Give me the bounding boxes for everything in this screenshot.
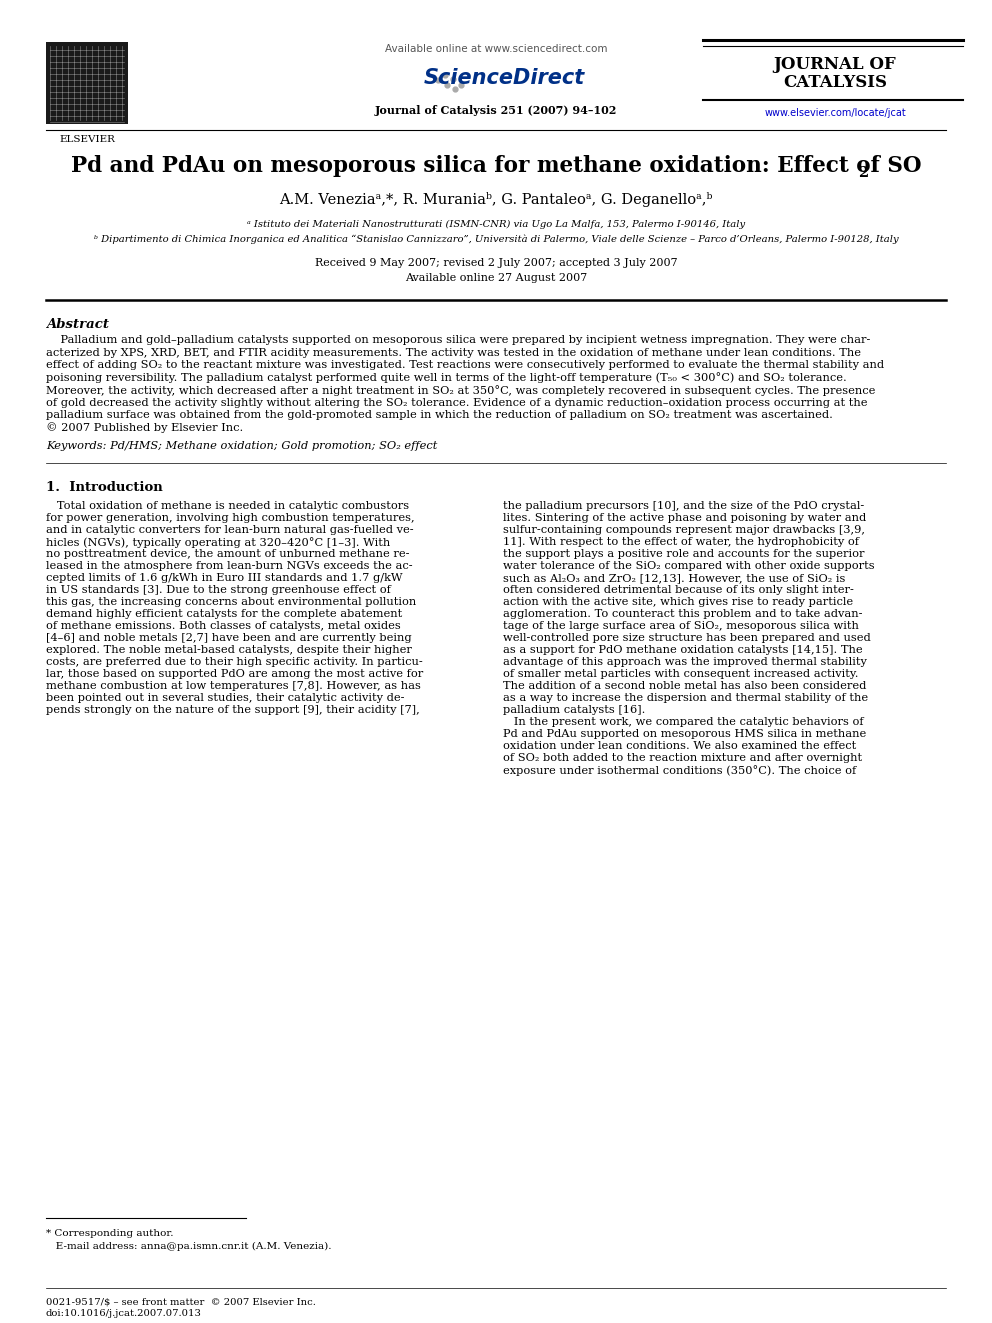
- Text: and in catalytic converters for lean-burn natural gas-fuelled ve-: and in catalytic converters for lean-bur…: [46, 525, 414, 534]
- Text: ᵇ Dipartimento di Chimica Inorganica ed Analitica “Stanislao Cannizzaro”, Univer: ᵇ Dipartimento di Chimica Inorganica ed …: [93, 234, 899, 243]
- Text: Received 9 May 2007; revised 2 July 2007; accepted 3 July 2007: Received 9 May 2007; revised 2 July 2007…: [314, 258, 678, 269]
- Text: tage of the large surface area of SiO₂, mesoporous silica with: tage of the large surface area of SiO₂, …: [503, 620, 859, 631]
- Text: hicles (NGVs), typically operating at 320–420°C [1–3]. With: hicles (NGVs), typically operating at 32…: [46, 537, 390, 548]
- Text: demand highly efficient catalysts for the complete abatement: demand highly efficient catalysts for th…: [46, 609, 402, 619]
- Text: oxidation under lean conditions. We also examined the effect: oxidation under lean conditions. We also…: [503, 741, 856, 751]
- Text: lites. Sintering of the active phase and poisoning by water and: lites. Sintering of the active phase and…: [503, 513, 866, 523]
- Text: 0021-9517/$ – see front matter  © 2007 Elsevier Inc.: 0021-9517/$ – see front matter © 2007 El…: [46, 1297, 315, 1306]
- Text: ᵃ Istituto dei Materiali Nanostrutturati (ISMN-CNR) via Ugo La Malfa, 153, Paler: ᵃ Istituto dei Materiali Nanostrutturati…: [247, 220, 745, 229]
- Text: of gold decreased the activity slightly without altering the SO₂ tolerance. Evid: of gold decreased the activity slightly …: [46, 397, 867, 407]
- Text: in US standards [3]. Due to the strong greenhouse effect of: in US standards [3]. Due to the strong g…: [46, 585, 391, 595]
- Text: Moreover, the activity, which decreased after a night treatment in SO₂ at 350°C,: Moreover, the activity, which decreased …: [46, 385, 875, 396]
- Text: doi:10.1016/j.jcat.2007.07.013: doi:10.1016/j.jcat.2007.07.013: [46, 1308, 202, 1318]
- Text: the palladium precursors [10], and the size of the PdO crystal-: the palladium precursors [10], and the s…: [503, 501, 864, 511]
- Text: Pd and PdAu on mesoporous silica for methane oxidation: Effect of SO: Pd and PdAu on mesoporous silica for met…: [70, 155, 922, 177]
- Text: advantage of this approach was the improved thermal stability: advantage of this approach was the impro…: [503, 658, 867, 667]
- Bar: [46, 42, 128, 124]
- Text: Keywords: Pd/HMS; Methane oxidation; Gold promotion; SO₂ effect: Keywords: Pd/HMS; Methane oxidation; Gol…: [46, 441, 437, 451]
- Text: as a way to increase the dispersion and thermal stability of the: as a way to increase the dispersion and …: [503, 693, 868, 703]
- Text: water tolerance of the SiO₂ compared with other oxide supports: water tolerance of the SiO₂ compared wit…: [503, 561, 875, 572]
- Text: Abstract: Abstract: [46, 318, 109, 331]
- Text: [4–6] and noble metals [2,7] have been and are currently being: [4–6] and noble metals [2,7] have been a…: [46, 632, 412, 643]
- Text: leased in the atmosphere from lean-burn NGVs exceeds the ac-: leased in the atmosphere from lean-burn …: [46, 561, 413, 572]
- Text: Available online at www.sciencedirect.com: Available online at www.sciencedirect.co…: [385, 44, 607, 54]
- Text: Available online 27 August 2007: Available online 27 August 2007: [405, 273, 587, 283]
- Text: the support plays a positive role and accounts for the superior: the support plays a positive role and ac…: [503, 549, 864, 560]
- Text: been pointed out in several studies, their catalytic activity de-: been pointed out in several studies, the…: [46, 693, 405, 703]
- Text: E-mail address: anna@pa.ismn.cnr.it (A.M. Venezia).: E-mail address: anna@pa.ismn.cnr.it (A.M…: [46, 1242, 331, 1252]
- Text: exposure under isothermal conditions (350°C). The choice of: exposure under isothermal conditions (35…: [503, 765, 856, 775]
- Text: 11]. With respect to the effect of water, the hydrophobicity of: 11]. With respect to the effect of water…: [503, 537, 859, 546]
- Text: action with the active site, which gives rise to ready particle: action with the active site, which gives…: [503, 597, 853, 607]
- Text: such as Al₂O₃ and ZrO₂ [12,13]. However, the use of SiO₂ is: such as Al₂O₃ and ZrO₂ [12,13]. However,…: [503, 573, 845, 583]
- Text: The addition of a second noble metal has also been considered: The addition of a second noble metal has…: [503, 681, 866, 691]
- Text: JOURNAL OF: JOURNAL OF: [774, 56, 897, 73]
- Text: often considered detrimental because of its only slight inter-: often considered detrimental because of …: [503, 585, 854, 595]
- Text: ELSEVIER: ELSEVIER: [60, 135, 115, 144]
- Text: Journal of Catalysis 251 (2007) 94–102: Journal of Catalysis 251 (2007) 94–102: [375, 105, 617, 116]
- Text: Pd and PdAu supported on mesoporous HMS silica in methane: Pd and PdAu supported on mesoporous HMS …: [503, 729, 866, 740]
- Text: cepted limits of 1.6 g/kWh in Euro III standards and 1.7 g/kW: cepted limits of 1.6 g/kWh in Euro III s…: [46, 573, 403, 583]
- Text: palladium catalysts [16].: palladium catalysts [16].: [503, 705, 646, 714]
- Text: of SO₂ both added to the reaction mixture and after overnight: of SO₂ both added to the reaction mixtur…: [503, 753, 862, 763]
- Text: lar, those based on supported PdO are among the most active for: lar, those based on supported PdO are am…: [46, 669, 424, 679]
- Text: methane combustion at low temperatures [7,8]. However, as has: methane combustion at low temperatures […: [46, 681, 421, 691]
- Text: 2: 2: [858, 165, 868, 180]
- Text: sulfur-containing compounds represent major drawbacks [3,9,: sulfur-containing compounds represent ma…: [503, 525, 865, 534]
- Text: poisoning reversibility. The palladium catalyst performed quite well in terms of: poisoning reversibility. The palladium c…: [46, 373, 847, 384]
- Text: Total oxidation of methane is needed in catalytic combustors: Total oxidation of methane is needed in …: [46, 501, 409, 511]
- Text: * Corresponding author.: * Corresponding author.: [46, 1229, 174, 1238]
- Text: well-controlled pore size structure has been prepared and used: well-controlled pore size structure has …: [503, 632, 871, 643]
- Text: CATALYSIS: CATALYSIS: [783, 74, 887, 91]
- Text: explored. The noble metal-based catalysts, despite their higher: explored. The noble metal-based catalyst…: [46, 646, 412, 655]
- Text: www.elsevier.com/locate/jcat: www.elsevier.com/locate/jcat: [764, 108, 906, 118]
- Text: no posttreatment device, the amount of unburned methane re-: no posttreatment device, the amount of u…: [46, 549, 410, 560]
- Text: palladium surface was obtained from the gold-promoted sample in which the reduct: palladium surface was obtained from the …: [46, 410, 833, 419]
- Text: agglomeration. To counteract this problem and to take advan-: agglomeration. To counteract this proble…: [503, 609, 862, 619]
- Text: effect of adding SO₂ to the reactant mixture was investigated. Test reactions we: effect of adding SO₂ to the reactant mix…: [46, 360, 884, 370]
- Text: Palladium and gold–palladium catalysts supported on mesoporous silica were prepa: Palladium and gold–palladium catalysts s…: [46, 335, 870, 345]
- Text: © 2007 Published by Elsevier Inc.: © 2007 Published by Elsevier Inc.: [46, 422, 243, 433]
- Text: A.M. Veneziaᵃ,*, R. Muraniaᵇ, G. Pantaleoᵃ, G. Deganelloᵃ,ᵇ: A.M. Veneziaᵃ,*, R. Muraniaᵇ, G. Pantale…: [280, 192, 712, 206]
- Text: of methane emissions. Both classes of catalysts, metal oxides: of methane emissions. Both classes of ca…: [46, 620, 401, 631]
- Text: for power generation, involving high combustion temperatures,: for power generation, involving high com…: [46, 513, 415, 523]
- Text: 1.  Introduction: 1. Introduction: [46, 482, 163, 493]
- Text: pends strongly on the nature of the support [9], their acidity [7],: pends strongly on the nature of the supp…: [46, 705, 420, 714]
- Text: of smaller metal particles with consequent increased activity.: of smaller metal particles with conseque…: [503, 669, 858, 679]
- Text: ScienceDirect: ScienceDirect: [424, 67, 584, 89]
- Text: this gas, the increasing concerns about environmental pollution: this gas, the increasing concerns about …: [46, 597, 417, 607]
- Text: as a support for PdO methane oxidation catalysts [14,15]. The: as a support for PdO methane oxidation c…: [503, 646, 863, 655]
- Text: acterized by XPS, XRD, BET, and FTIR acidity measurements. The activity was test: acterized by XPS, XRD, BET, and FTIR aci…: [46, 348, 861, 357]
- Text: In the present work, we compared the catalytic behaviors of: In the present work, we compared the cat…: [503, 717, 864, 728]
- Text: costs, are preferred due to their high specific activity. In particu-: costs, are preferred due to their high s…: [46, 658, 423, 667]
